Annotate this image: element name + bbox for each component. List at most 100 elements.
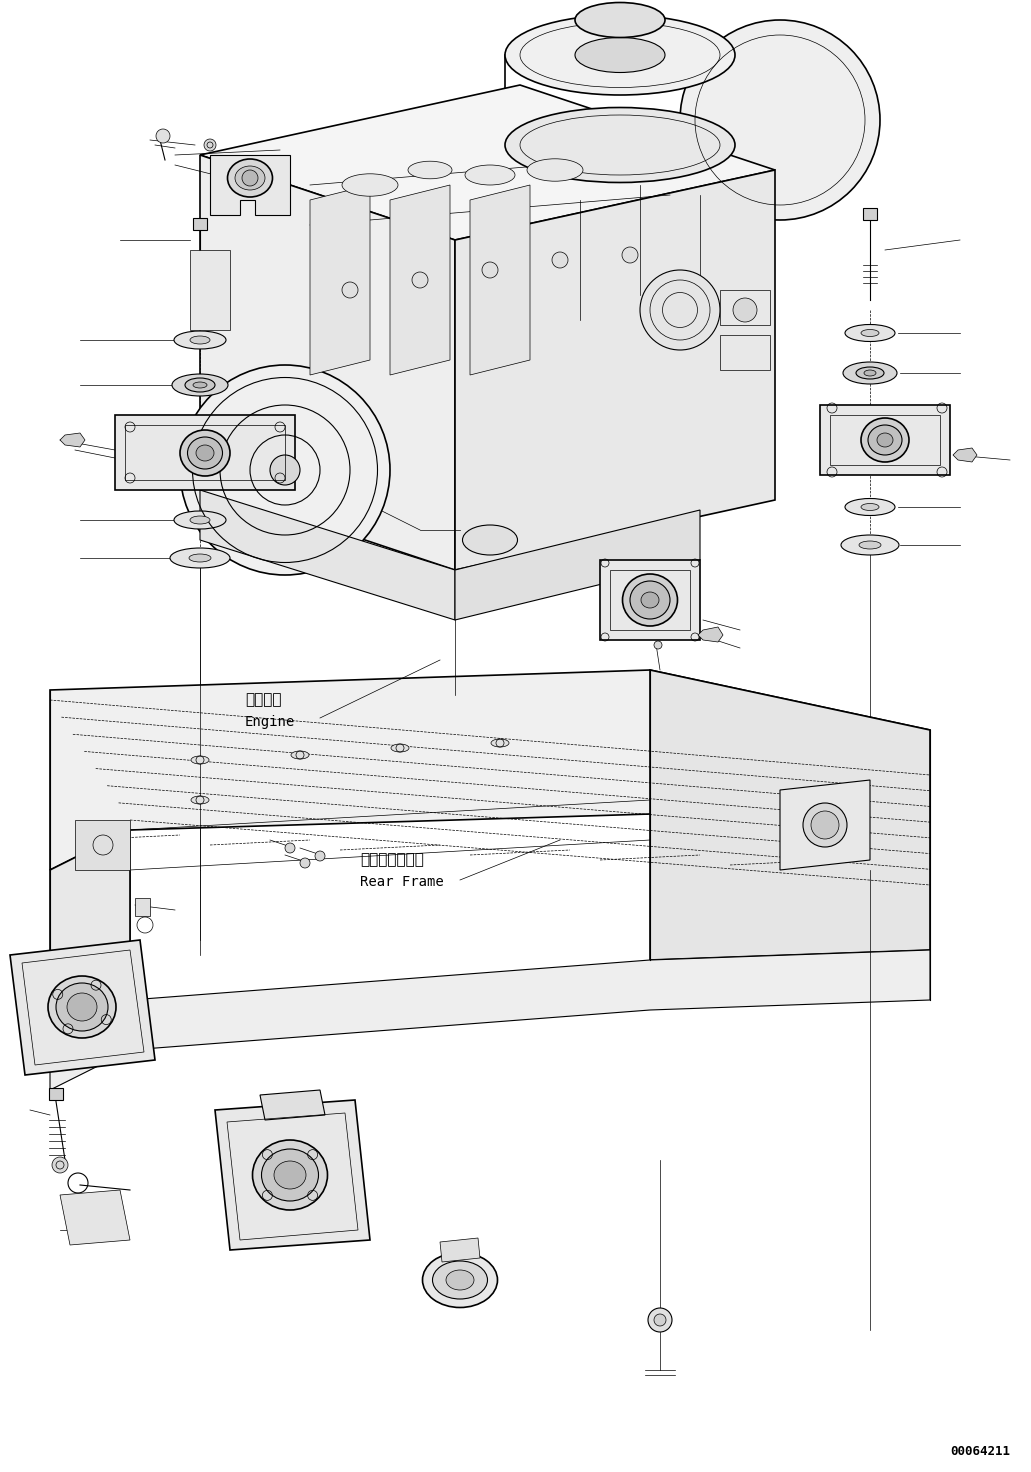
Ellipse shape: [856, 367, 884, 378]
Ellipse shape: [174, 511, 226, 528]
Ellipse shape: [575, 37, 665, 72]
Polygon shape: [49, 670, 930, 870]
Polygon shape: [440, 1238, 480, 1262]
Ellipse shape: [191, 757, 209, 764]
Ellipse shape: [196, 445, 214, 461]
Bar: [135, 898, 149, 916]
Ellipse shape: [505, 107, 735, 183]
Bar: [720, 290, 770, 325]
Polygon shape: [215, 1100, 370, 1250]
Polygon shape: [600, 559, 700, 640]
Ellipse shape: [465, 165, 516, 185]
Ellipse shape: [861, 330, 879, 337]
Ellipse shape: [193, 383, 207, 389]
Bar: [193, 218, 207, 230]
Polygon shape: [470, 185, 530, 375]
Ellipse shape: [864, 369, 876, 375]
Ellipse shape: [270, 455, 300, 484]
Circle shape: [648, 1309, 672, 1332]
Polygon shape: [210, 155, 290, 215]
Ellipse shape: [291, 751, 309, 760]
Circle shape: [52, 1157, 68, 1173]
Circle shape: [204, 138, 217, 152]
Polygon shape: [115, 415, 295, 490]
Polygon shape: [698, 627, 723, 642]
Ellipse shape: [640, 269, 720, 350]
Ellipse shape: [170, 548, 230, 568]
Ellipse shape: [527, 159, 583, 181]
Polygon shape: [49, 949, 930, 1089]
Ellipse shape: [680, 21, 880, 219]
Ellipse shape: [423, 1253, 498, 1307]
Ellipse shape: [188, 437, 223, 470]
Ellipse shape: [191, 796, 209, 804]
Ellipse shape: [641, 592, 659, 608]
Polygon shape: [200, 155, 455, 570]
Text: リヤーフレーム: リヤーフレーム: [360, 852, 424, 867]
Polygon shape: [260, 1089, 325, 1120]
Ellipse shape: [56, 983, 108, 1030]
Polygon shape: [200, 490, 455, 620]
Ellipse shape: [446, 1270, 474, 1289]
Circle shape: [622, 247, 638, 263]
Bar: [720, 336, 770, 369]
Circle shape: [342, 283, 358, 297]
Text: エンジン: エンジン: [245, 692, 281, 708]
Ellipse shape: [505, 15, 735, 96]
Circle shape: [412, 272, 428, 289]
Ellipse shape: [190, 517, 210, 524]
Polygon shape: [650, 670, 930, 960]
Ellipse shape: [845, 324, 895, 342]
Text: 00064211: 00064211: [950, 1446, 1010, 1457]
Polygon shape: [10, 941, 155, 1075]
Polygon shape: [820, 405, 950, 475]
Polygon shape: [60, 433, 85, 447]
Ellipse shape: [868, 425, 902, 455]
Ellipse shape: [630, 581, 670, 620]
Ellipse shape: [575, 3, 665, 37]
Ellipse shape: [180, 430, 230, 475]
Circle shape: [242, 169, 258, 185]
Ellipse shape: [463, 526, 518, 555]
Bar: [190, 250, 230, 330]
Polygon shape: [390, 185, 450, 375]
Ellipse shape: [861, 418, 909, 462]
Ellipse shape: [491, 739, 509, 746]
Ellipse shape: [342, 174, 398, 196]
Ellipse shape: [262, 1150, 319, 1201]
Circle shape: [285, 843, 295, 852]
Ellipse shape: [235, 166, 265, 190]
Circle shape: [483, 262, 498, 278]
Ellipse shape: [877, 433, 893, 447]
Ellipse shape: [432, 1262, 488, 1298]
Polygon shape: [455, 169, 775, 570]
Polygon shape: [953, 447, 977, 462]
Ellipse shape: [180, 365, 390, 576]
Circle shape: [733, 297, 757, 322]
Ellipse shape: [185, 378, 215, 392]
Ellipse shape: [67, 994, 97, 1022]
Bar: [49, 1088, 63, 1100]
Ellipse shape: [391, 743, 409, 752]
Ellipse shape: [843, 362, 897, 384]
Circle shape: [552, 252, 568, 268]
Bar: [863, 208, 877, 219]
Polygon shape: [310, 185, 370, 375]
Ellipse shape: [845, 499, 895, 515]
Ellipse shape: [861, 503, 879, 511]
Text: Engine: Engine: [245, 715, 295, 729]
Ellipse shape: [48, 976, 117, 1038]
Circle shape: [315, 851, 325, 861]
Ellipse shape: [174, 331, 226, 349]
Circle shape: [803, 804, 847, 846]
Polygon shape: [60, 1189, 130, 1245]
Ellipse shape: [253, 1139, 328, 1210]
Circle shape: [654, 640, 662, 649]
Polygon shape: [49, 830, 130, 1041]
Polygon shape: [455, 509, 700, 620]
Polygon shape: [200, 85, 775, 240]
Ellipse shape: [189, 553, 211, 562]
Ellipse shape: [859, 542, 882, 549]
Ellipse shape: [274, 1161, 306, 1189]
Circle shape: [654, 1314, 666, 1326]
